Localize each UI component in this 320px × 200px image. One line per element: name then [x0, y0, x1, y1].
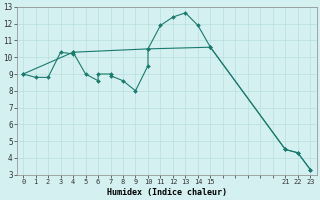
X-axis label: Humidex (Indice chaleur): Humidex (Indice chaleur) — [107, 188, 227, 197]
